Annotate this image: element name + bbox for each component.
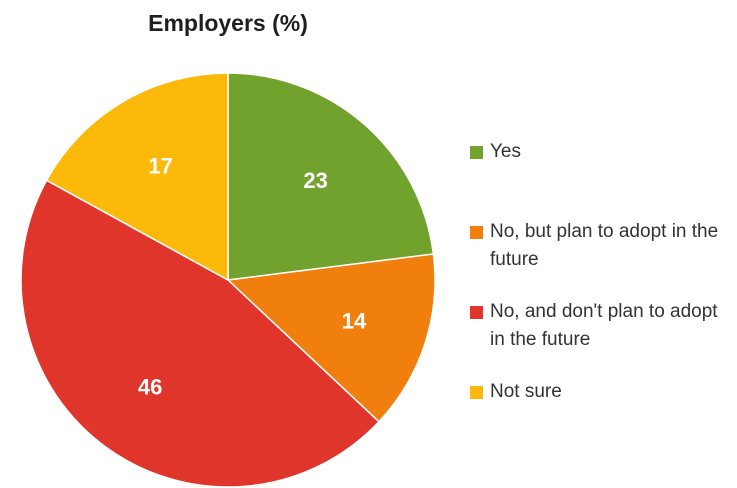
data-label-yes: 23: [303, 168, 327, 193]
slice-not-sure[interactable]: [45, 72, 229, 282]
legend-label-no-dont-plan: No, and don't plan to adopt in the futur…: [490, 301, 718, 350]
legend-item-no-dont-plan[interactable]: No, and don't plan to adopt in the futur…: [470, 298, 730, 354]
data-label-no-but-plan: 14: [342, 308, 367, 333]
legend-label-yes: Yes: [490, 141, 521, 162]
legend-swatch-no-but-plan: [470, 226, 483, 239]
pie-slices: [20, 72, 436, 488]
legend-label-no-but-plan: No, but plan to adopt in the future: [490, 221, 719, 270]
legend-item-yes[interactable]: Yes: [470, 138, 730, 166]
slice-no-but-plan[interactable]: [226, 253, 436, 423]
slice-yes[interactable]: [227, 72, 435, 281]
legend-swatch-not-sure: [470, 386, 483, 399]
chart-title: Employers (%): [148, 10, 308, 36]
legend-swatch-yes: [470, 146, 483, 159]
slice-no-dont-plan[interactable]: [20, 179, 380, 488]
legend-item-not-sure[interactable]: Not sure: [470, 378, 730, 406]
legend-label-not-sure: Not sure: [490, 381, 562, 402]
data-label-no-dont-plan: 46: [138, 375, 162, 400]
data-label-not-sure: 17: [148, 153, 172, 178]
legend-swatch-no-dont-plan: [470, 306, 483, 319]
legend-item-no-but-plan[interactable]: No, but plan to adopt in the future: [470, 218, 730, 274]
pie-data-labels: 23 14 46 17: [138, 153, 367, 399]
